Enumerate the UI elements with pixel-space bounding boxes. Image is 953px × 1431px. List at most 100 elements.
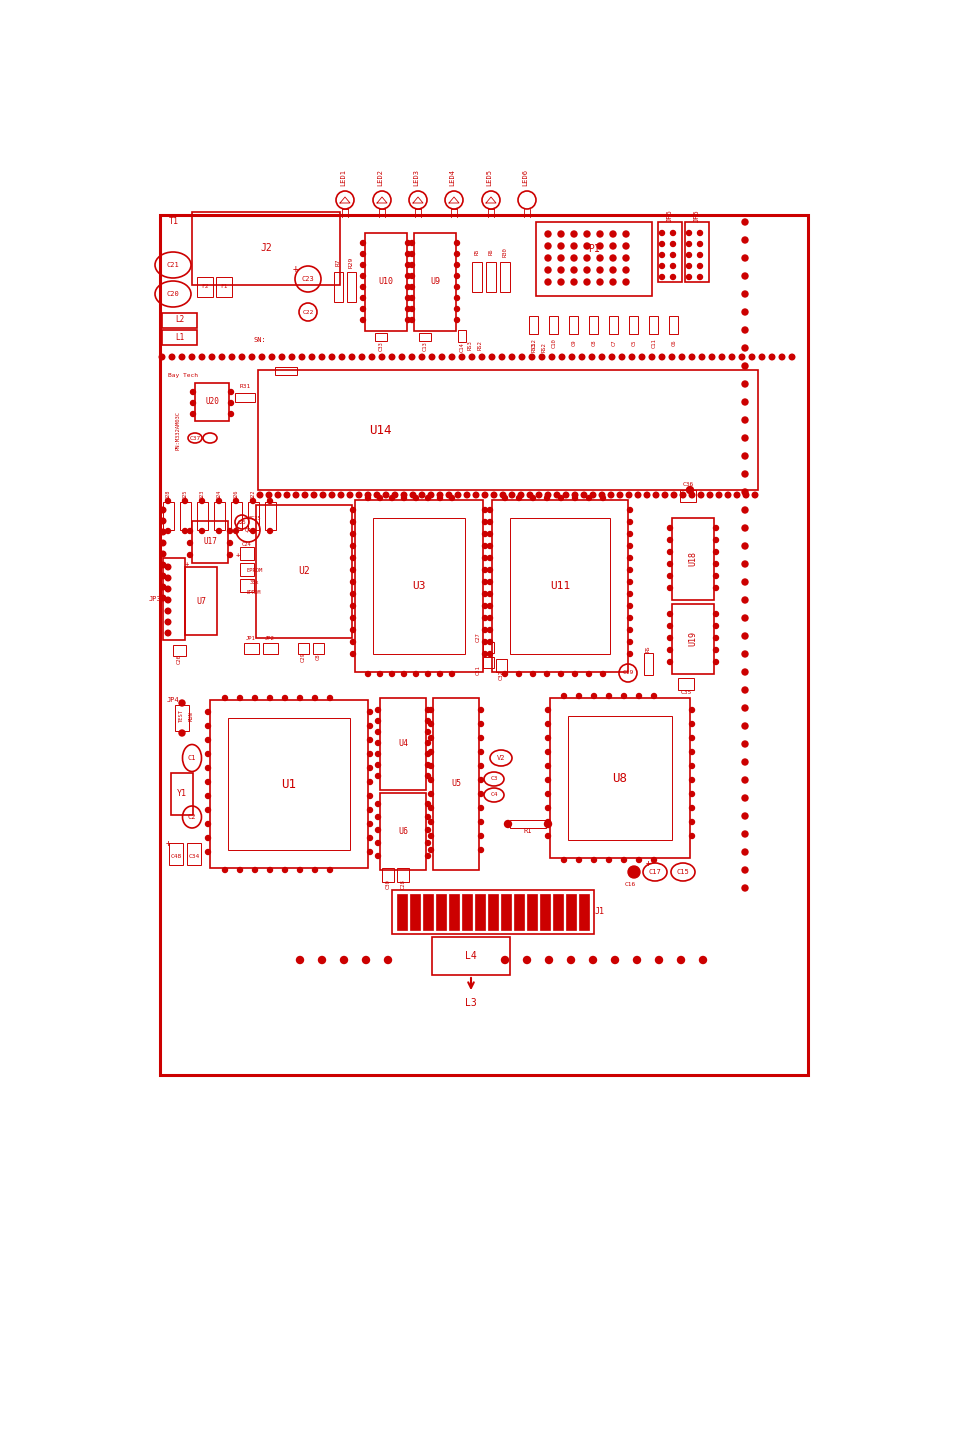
Circle shape xyxy=(558,671,563,677)
Circle shape xyxy=(350,568,355,572)
Circle shape xyxy=(205,850,211,854)
Bar xyxy=(347,272,355,302)
Circle shape xyxy=(389,671,395,677)
Circle shape xyxy=(597,243,602,249)
Text: R29: R29 xyxy=(348,256,354,268)
Circle shape xyxy=(686,230,691,236)
Circle shape xyxy=(249,355,254,359)
Circle shape xyxy=(713,647,718,653)
Text: +: + xyxy=(293,263,298,273)
Circle shape xyxy=(591,694,596,698)
Circle shape xyxy=(545,721,550,727)
Circle shape xyxy=(436,492,442,498)
Bar xyxy=(196,502,208,529)
Circle shape xyxy=(741,489,747,495)
Text: C4: C4 xyxy=(490,793,497,797)
Text: C26: C26 xyxy=(176,654,181,664)
Circle shape xyxy=(413,495,418,501)
Circle shape xyxy=(413,671,418,677)
Circle shape xyxy=(606,694,611,698)
Bar xyxy=(536,222,651,296)
Bar xyxy=(658,222,681,282)
Circle shape xyxy=(327,867,333,873)
Circle shape xyxy=(454,285,459,289)
Circle shape xyxy=(428,750,433,754)
Circle shape xyxy=(409,252,414,256)
Circle shape xyxy=(340,956,347,963)
Circle shape xyxy=(209,355,214,359)
Circle shape xyxy=(296,956,303,963)
Text: C21: C21 xyxy=(167,262,179,268)
Circle shape xyxy=(544,230,551,238)
Circle shape xyxy=(622,230,628,238)
Text: U17: U17 xyxy=(203,538,216,547)
Text: U18: U18 xyxy=(688,551,697,567)
Circle shape xyxy=(375,740,380,746)
Circle shape xyxy=(487,531,492,537)
Circle shape xyxy=(367,737,372,743)
Circle shape xyxy=(160,551,166,557)
Circle shape xyxy=(253,867,257,873)
Text: C5: C5 xyxy=(631,339,636,346)
Text: C12: C12 xyxy=(531,338,536,348)
Bar xyxy=(169,843,183,864)
Circle shape xyxy=(502,671,507,677)
Circle shape xyxy=(571,230,577,238)
Bar xyxy=(373,518,464,654)
Circle shape xyxy=(473,492,478,498)
Circle shape xyxy=(339,355,344,359)
Bar xyxy=(488,894,497,930)
Circle shape xyxy=(667,550,672,554)
Circle shape xyxy=(367,766,372,770)
Circle shape xyxy=(425,827,430,833)
Circle shape xyxy=(706,492,712,498)
Circle shape xyxy=(667,561,672,567)
Circle shape xyxy=(627,508,632,512)
Circle shape xyxy=(405,295,410,301)
Bar xyxy=(457,331,465,342)
Text: LED5: LED5 xyxy=(485,169,492,186)
Circle shape xyxy=(741,705,747,711)
Circle shape xyxy=(509,355,515,359)
Text: U7: U7 xyxy=(195,597,206,605)
Circle shape xyxy=(405,273,410,279)
Circle shape xyxy=(545,833,550,839)
Circle shape xyxy=(165,575,171,581)
Circle shape xyxy=(629,355,634,359)
Circle shape xyxy=(478,736,483,740)
Circle shape xyxy=(741,741,747,747)
Circle shape xyxy=(688,355,694,359)
Text: C16: C16 xyxy=(623,881,635,886)
Circle shape xyxy=(487,544,492,548)
Circle shape xyxy=(567,956,574,963)
Circle shape xyxy=(289,355,294,359)
Circle shape xyxy=(544,255,551,260)
Circle shape xyxy=(239,355,245,359)
Circle shape xyxy=(165,608,171,614)
Circle shape xyxy=(523,956,530,963)
Bar xyxy=(684,222,708,282)
Text: RS2: RS2 xyxy=(477,341,482,349)
Text: C32: C32 xyxy=(498,670,503,680)
Circle shape xyxy=(360,285,365,289)
Circle shape xyxy=(599,671,605,677)
Circle shape xyxy=(205,737,211,743)
Circle shape xyxy=(227,541,233,545)
Circle shape xyxy=(627,555,632,561)
Circle shape xyxy=(668,355,674,359)
Circle shape xyxy=(199,355,205,359)
Circle shape xyxy=(661,492,667,498)
Text: C10: C10 xyxy=(551,338,556,348)
Circle shape xyxy=(165,564,171,570)
Bar xyxy=(396,869,409,881)
Circle shape xyxy=(454,273,459,279)
Circle shape xyxy=(449,671,454,677)
Text: C34: C34 xyxy=(188,854,199,860)
Circle shape xyxy=(350,640,355,644)
Circle shape xyxy=(478,791,483,797)
Circle shape xyxy=(428,806,433,810)
Text: F2: F2 xyxy=(201,285,209,289)
Bar xyxy=(192,521,228,562)
Bar xyxy=(334,272,343,302)
Circle shape xyxy=(653,492,659,498)
